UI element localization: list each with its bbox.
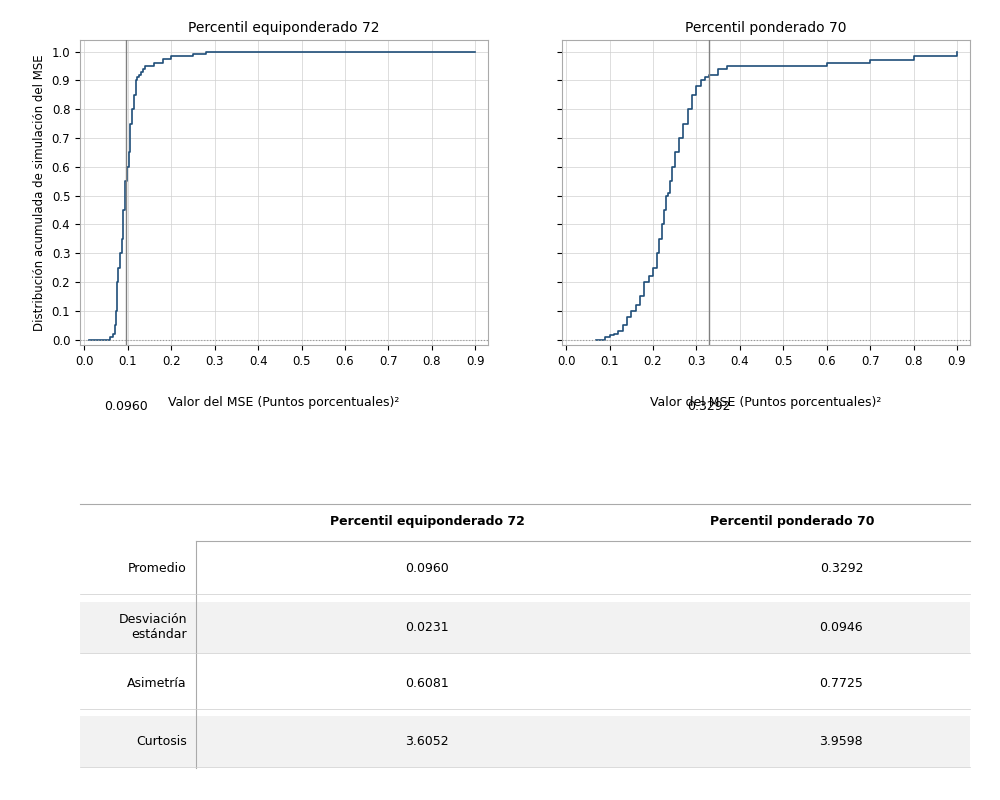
Text: 0.3292: 0.3292 <box>687 400 731 414</box>
Text: 0.0960: 0.0960 <box>405 562 449 575</box>
Text: 0.0960: 0.0960 <box>104 400 148 414</box>
X-axis label: Valor del MSE (Puntos porcentuales)²: Valor del MSE (Puntos porcentuales)² <box>650 396 882 409</box>
Text: Promedio: Promedio <box>128 562 187 575</box>
Text: 0.6081: 0.6081 <box>405 677 449 690</box>
Bar <box>80 602 970 653</box>
X-axis label: Valor del MSE (Puntos porcentuales)²: Valor del MSE (Puntos porcentuales)² <box>168 396 400 409</box>
Text: 0.3292: 0.3292 <box>820 562 863 575</box>
Text: 0.0231: 0.0231 <box>405 621 449 634</box>
Text: 3.6052: 3.6052 <box>405 735 449 748</box>
Text: Asimetría: Asimetría <box>127 677 187 690</box>
Y-axis label: Distribución acumulada de simulación del MSE: Distribución acumulada de simulación del… <box>33 54 46 331</box>
Text: Curtosis: Curtosis <box>136 735 187 748</box>
Text: 3.9598: 3.9598 <box>820 735 863 748</box>
Text: Desviación
estándar: Desviación estándar <box>118 614 187 642</box>
Text: 0.7725: 0.7725 <box>819 677 863 690</box>
Bar <box>80 716 970 767</box>
Text: Percentil ponderado 70: Percentil ponderado 70 <box>710 514 874 527</box>
Text: 0.0946: 0.0946 <box>820 621 863 634</box>
Title: Percentil ponderado 70: Percentil ponderado 70 <box>685 21 847 34</box>
Text: Percentil equiponderado 72: Percentil equiponderado 72 <box>330 514 525 527</box>
Title: Percentil equiponderado 72: Percentil equiponderado 72 <box>188 21 380 34</box>
